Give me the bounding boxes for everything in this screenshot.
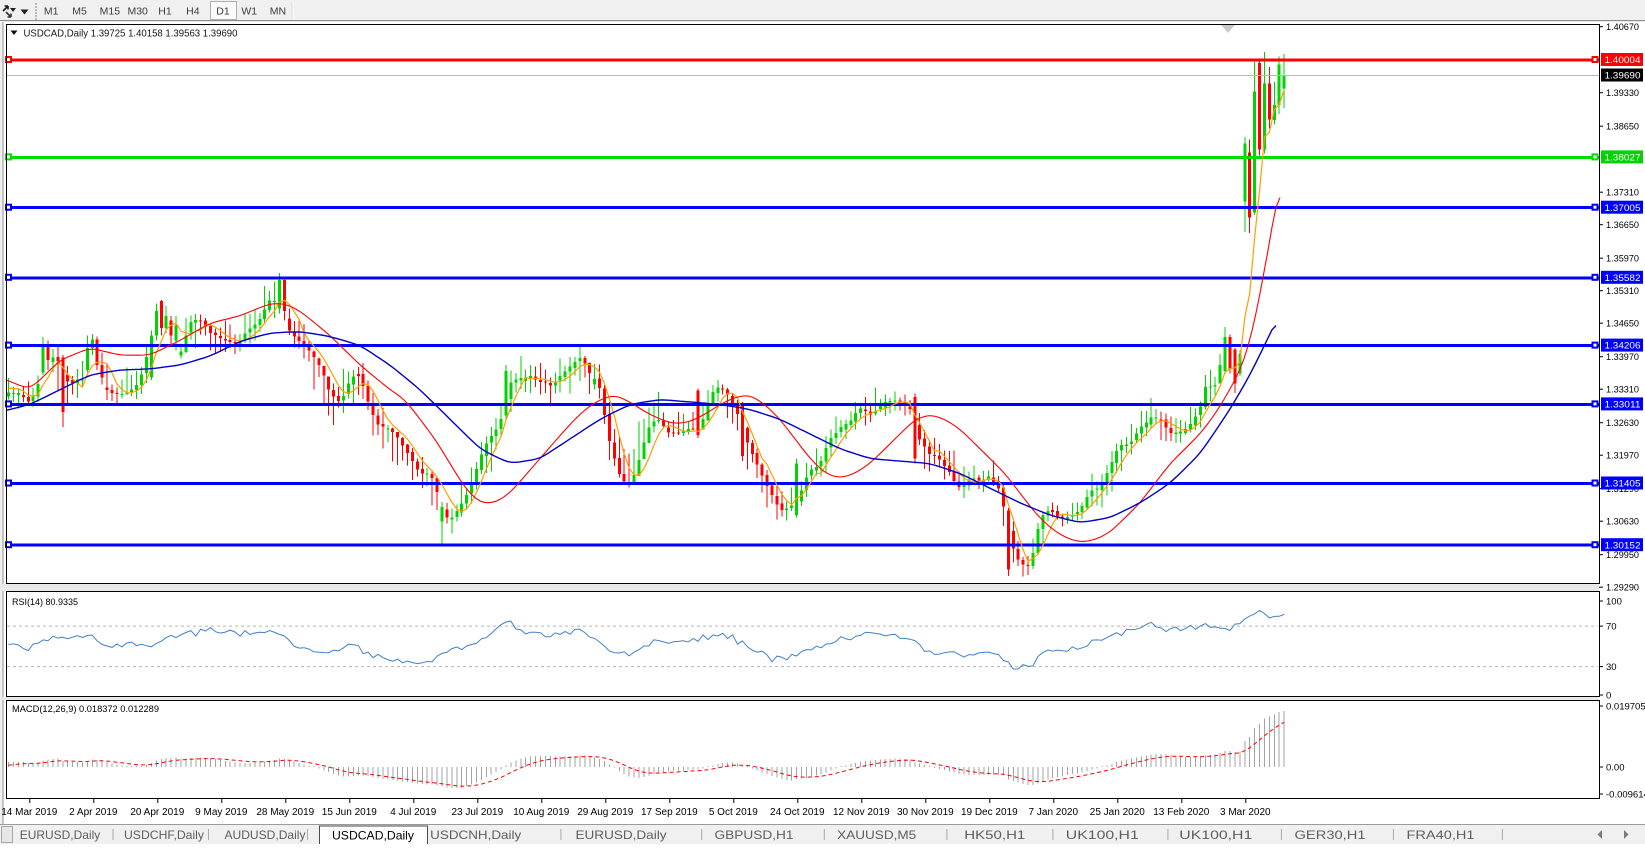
svg-text:9 May 2019: 9 May 2019 [195,807,248,818]
svg-text:2 Apr 2019: 2 Apr 2019 [69,807,118,818]
svg-text:H4: H4 [186,6,200,18]
svg-text:M5: M5 [72,6,87,18]
svg-text:EURUSD,Daily: EURUSD,Daily [20,828,101,842]
svg-text:GBPUSD,H1: GBPUSD,H1 [715,828,794,842]
svg-text:30: 30 [1606,662,1617,673]
svg-text:-0.009614: -0.009614 [1606,789,1645,800]
svg-text:FRA40,H1: FRA40,H1 [1407,828,1475,842]
svg-text:1.36650: 1.36650 [1606,220,1639,231]
svg-text:1.38650: 1.38650 [1606,122,1639,133]
svg-text:D1: D1 [216,6,230,18]
svg-text:17 Sep 2019: 17 Sep 2019 [641,807,698,818]
svg-text:5 Oct 2019: 5 Oct 2019 [709,807,758,818]
svg-text:1.33970: 1.33970 [1606,352,1639,363]
svg-text:1.31290: 1.31290 [1606,484,1639,495]
svg-text:1.37310: 1.37310 [1606,188,1639,199]
svg-text:1.35310: 1.35310 [1606,286,1639,297]
svg-text:70: 70 [1606,622,1617,633]
svg-text:1.34650: 1.34650 [1606,319,1639,330]
svg-text:H1: H1 [158,6,172,18]
svg-text:19 Dec 2019: 19 Dec 2019 [961,807,1018,818]
svg-text:4 Jul 2019: 4 Jul 2019 [390,807,437,818]
svg-text:13 Feb 2020: 13 Feb 2020 [1153,807,1210,818]
svg-text:M15: M15 [100,6,121,18]
svg-text:USDCAD,Daily: USDCAD,Daily [332,829,414,843]
svg-text:UK100,H1: UK100,H1 [1066,828,1139,842]
svg-text:XAUUSD,M5: XAUUSD,M5 [837,828,916,842]
svg-text:USDCNH,Daily: USDCNH,Daily [430,828,521,842]
svg-text:M1: M1 [44,6,59,18]
svg-text:UK100,H1: UK100,H1 [1179,828,1252,842]
svg-text:3 Mar 2020: 3 Mar 2020 [1220,807,1271,818]
svg-text:MACD(12,26,9) 0.018372 0.01228: MACD(12,26,9) 0.018372 0.012289 [12,704,159,715]
svg-text:EURUSD,Daily: EURUSD,Daily [576,828,667,842]
svg-text:1.39330: 1.39330 [1606,88,1639,99]
svg-text:12 Nov 2019: 12 Nov 2019 [833,807,890,818]
svg-text:25 Jan 2020: 25 Jan 2020 [1090,807,1145,818]
svg-text:1.35582: 1.35582 [1605,273,1641,284]
svg-text:1.33011: 1.33011 [1605,400,1641,411]
svg-text:1.39690: 1.39690 [1605,71,1641,82]
svg-text:AUDUSD,Daily: AUDUSD,Daily [225,828,306,842]
svg-text:RSI(14) 80.9335: RSI(14) 80.9335 [12,597,78,608]
svg-text:30 Nov 2019: 30 Nov 2019 [897,807,954,818]
svg-text:23 Jul 2019: 23 Jul 2019 [451,807,503,818]
svg-text:GER30,H1: GER30,H1 [1295,828,1366,842]
svg-text:1.31405: 1.31405 [1605,479,1641,490]
svg-text:1.33310: 1.33310 [1606,385,1639,396]
svg-text:1.30630: 1.30630 [1606,517,1639,528]
svg-text:0.019705: 0.019705 [1606,701,1645,712]
svg-text:10 Aug 2019: 10 Aug 2019 [513,807,570,818]
svg-text:1.34206: 1.34206 [1605,341,1641,352]
svg-text:15 Jun 2019: 15 Jun 2019 [322,807,377,818]
svg-text:1.31970: 1.31970 [1606,451,1639,462]
svg-text:20 Apr 2019: 20 Apr 2019 [130,807,184,818]
svg-text:HK50,H1: HK50,H1 [964,828,1025,842]
svg-text:1.40670: 1.40670 [1606,22,1639,33]
svg-text:1.30152: 1.30152 [1605,540,1641,551]
svg-text:28 May 2019: 28 May 2019 [256,807,314,818]
svg-text:1.35970: 1.35970 [1606,254,1639,265]
svg-text:M30: M30 [127,6,148,18]
svg-text:100: 100 [1606,596,1622,607]
svg-text:1.37005: 1.37005 [1605,203,1641,214]
svg-text:USDCAD,Daily 1.39725 1.40158: USDCAD,Daily 1.39725 1.40158 1.39563 1.3… [24,28,238,40]
svg-text:1.29290: 1.29290 [1606,583,1639,594]
svg-text:29 Aug 2019: 29 Aug 2019 [577,807,634,818]
svg-text:1.40004: 1.40004 [1605,55,1641,66]
svg-text:0: 0 [1606,690,1611,701]
svg-text:1.29950: 1.29950 [1606,550,1639,561]
svg-text:7 Jan 2020: 7 Jan 2020 [1029,807,1079,818]
svg-text:USDCHF,Daily: USDCHF,Daily [124,828,204,842]
svg-text:MN: MN [270,6,286,18]
svg-text:W1: W1 [241,6,257,18]
svg-text:1.32630: 1.32630 [1606,418,1639,429]
svg-text:24 Oct 2019: 24 Oct 2019 [770,807,825,818]
svg-text:14 Mar 2019: 14 Mar 2019 [1,807,58,818]
svg-text:0.00: 0.00 [1606,762,1625,773]
svg-text:1.38027: 1.38027 [1605,153,1641,164]
